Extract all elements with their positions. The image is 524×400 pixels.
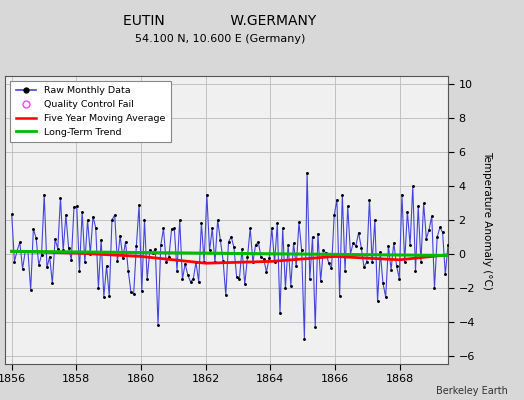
Text: 54.100 N, 10.600 E (Germany): 54.100 N, 10.600 E (Germany) [135, 34, 305, 44]
Legend: Raw Monthly Data, Quality Control Fail, Five Year Moving Average, Long-Term Tren: Raw Monthly Data, Quality Control Fail, … [10, 81, 171, 142]
Y-axis label: Temperature Anomaly (°C): Temperature Anomaly (°C) [482, 150, 492, 290]
Text: EUTIN               W.GERMANY: EUTIN W.GERMANY [124, 14, 316, 28]
Text: Berkeley Earth: Berkeley Earth [436, 386, 508, 396]
